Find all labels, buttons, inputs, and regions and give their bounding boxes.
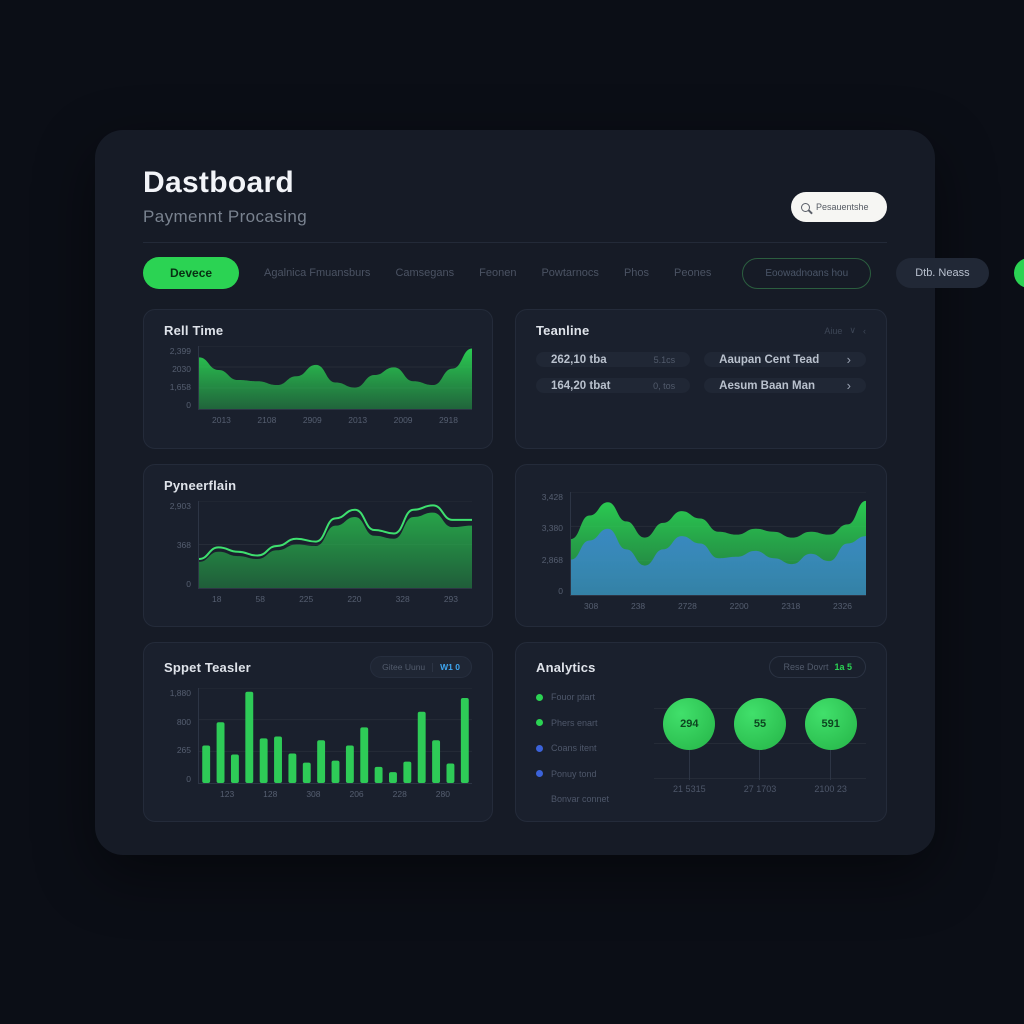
bubble-1-label: 21 5315 xyxy=(673,784,706,794)
analytics-title: Analytics xyxy=(536,659,596,675)
header-divider xyxy=(143,242,887,243)
panel-sppet-teasler: Sppet Teasler Gitee Uunu W1 0 1,880 800 26… xyxy=(143,642,493,822)
page-title: Dastboard xyxy=(143,166,295,199)
panel-teanline: Teanline Aiue ∨ ‹ 262,10 tba 5.1cs Aaupa… xyxy=(515,309,887,449)
pyneerflain-area-line-chart[interactable] xyxy=(198,501,472,589)
nav-active-pill[interactable]: Devece xyxy=(143,257,240,289)
legend-dot-green xyxy=(536,719,543,726)
bubble-3-label: 2100 23 xyxy=(814,784,847,794)
chevron-right-icon: › xyxy=(846,352,851,367)
pyneerflain-y-axis: 2,903 368 0 xyxy=(169,501,191,589)
sppet-y-axis: 1,880 800 265 0 xyxy=(169,688,191,784)
rell-time-x-axis: 2013 2108 2909 2013 2009 2918 xyxy=(212,415,458,425)
nav-outlined-pill[interactable]: Eoowadnoans hou xyxy=(742,257,872,289)
add-button[interactable]: ÷ xyxy=(1013,258,1024,288)
bubble-stem xyxy=(688,750,690,780)
bubble-col-1: 294 21 5315 xyxy=(663,688,716,810)
panel-rell-time: Rell Time 2,399 2030 1,658 0 2013 2108 2909 20… xyxy=(143,309,493,449)
legend-item-2[interactable]: Phers enart xyxy=(536,718,654,728)
teanline-card-1-value: 5.1cs xyxy=(653,354,676,365)
bubble-stem xyxy=(830,750,832,780)
legend-item-5[interactable]: Bonvar connet xyxy=(551,794,610,804)
teanline-meta-label: Aiue xyxy=(824,325,843,336)
legend-item-3[interactable]: Coans itent xyxy=(536,743,654,753)
analytics-filter-pill[interactable]: Rese Dovrt 1a 5 xyxy=(769,656,866,678)
nav-item-5[interactable]: Phos xyxy=(623,267,650,279)
nav-bar: Devece Agalnica Fmuansburs Camsegans Feo… xyxy=(143,257,1024,289)
sppet-toggle-left: Gitee Uunu xyxy=(382,662,426,672)
panel-grid: Rell Time 2,399 2030 1,658 0 2013 2108 2909 20… xyxy=(143,309,887,822)
teanline-card-3-label: 164,20 tbat xyxy=(551,379,611,392)
bubble-3[interactable]: 591 xyxy=(804,698,857,750)
rell-time-y-axis: 2,399 2030 1,658 0 xyxy=(169,346,191,410)
sppet-toggle-right: W1 0 xyxy=(440,662,460,672)
nav-item-4[interactable]: Powtarnocs xyxy=(541,267,599,279)
bubble-1[interactable]: 294 xyxy=(663,698,716,750)
dashboard-card: Dastboard Paymennt Procasing Pesauentshe… xyxy=(95,130,1024,855)
stacked-y-axis: 3,428 3,380 2,868 0 xyxy=(541,492,563,596)
panel-pyneerflain: Pyneerflain 2,903 368 0 18 58 225 220 328 293 xyxy=(143,464,493,627)
teanline-meta[interactable]: Aiue ∨ ‹ xyxy=(824,325,866,336)
page-subtitle: Paymennt Procasing xyxy=(143,207,308,226)
nav-item-6[interactable]: Peones xyxy=(674,267,712,279)
stacked-area-chart[interactable] xyxy=(570,492,866,596)
bubble-col-2: 55 27 1703 xyxy=(733,688,786,810)
sppet-bar-chart[interactable] xyxy=(198,688,472,784)
legend-dot-blue xyxy=(536,770,543,777)
teanline-card-1-label: 262,10 tba xyxy=(551,353,607,366)
sppet-x-axis: 123 128 308 206 228 280 xyxy=(220,789,450,799)
stacked-x-axis: 308 238 2728 2200 2318 2326 xyxy=(584,601,852,611)
pyneerflain-x-axis: 18 58 225 220 328 293 xyxy=(212,594,458,604)
search-placeholder: Pesauentshe xyxy=(816,202,869,212)
teanline-card-2[interactable]: Aaupan Cent Tead › xyxy=(704,352,866,367)
chevron-left-icon: ‹ xyxy=(863,325,866,336)
bubble-col-3: 591 2100 23 xyxy=(804,688,857,810)
pyneerflain-title: Pyneerflain xyxy=(164,478,237,493)
search-icon xyxy=(801,202,810,212)
panel-analytics: Analytics Rese Dovrt 1a 5 Fouor ptart Ph… xyxy=(515,642,887,822)
nav-item-3[interactable]: Feonen xyxy=(479,267,517,279)
nav-dark-pill[interactable]: Dtb. Neass xyxy=(896,258,989,288)
analytics-legend: Fouor ptart Phers enart Coans itent Ponu… xyxy=(536,688,654,810)
teanline-card-2-label: Aaupan Cent Tead xyxy=(719,353,820,366)
analytics-pill-accent: 1a 5 xyxy=(834,662,852,672)
analytics-bubble-chart: 294 21 5315 55 27 1703 591 2100 23 xyxy=(654,688,866,810)
sppet-toggle[interactable]: Gitee Uunu W1 0 xyxy=(370,656,472,678)
teanline-card-3-value: 0, tos xyxy=(653,380,676,391)
teanline-card-3[interactable]: 164,20 tbat 0, tos xyxy=(536,378,691,393)
analytics-pill-label: Rese Dovrt xyxy=(783,662,829,672)
legend-dot-green xyxy=(536,693,543,701)
legend-item-1[interactable]: Fouor ptart xyxy=(536,692,654,702)
bubble-2[interactable]: 55 xyxy=(733,698,786,750)
teanline-card-4[interactable]: Aesum Baan Man › xyxy=(704,378,866,393)
toggle-divider xyxy=(432,662,434,672)
nav-item-2[interactable]: Camsegans xyxy=(395,267,455,279)
nav-item-1[interactable]: Agalnica Fmuansburs xyxy=(264,267,371,279)
teanline-card-4-label: Aesum Baan Man xyxy=(719,379,815,392)
bubble-stem xyxy=(759,750,761,780)
search-input[interactable]: Pesauentshe xyxy=(791,192,887,222)
chevron-right-icon: › xyxy=(846,378,851,393)
teanline-card-1[interactable]: 262,10 tba 5.1cs xyxy=(536,352,691,367)
sppet-teasler-title: Sppet Teasler xyxy=(164,659,251,675)
teanline-title: Teanline xyxy=(536,323,590,338)
legend-dot-blue xyxy=(536,744,543,752)
bubble-2-label: 27 1703 xyxy=(743,784,777,794)
panel-stacked-area: 3,428 3,380 2,868 0 308 238 2728 2200 2318 2326 xyxy=(515,464,887,627)
chevron-down-icon: ∨ xyxy=(849,325,856,335)
rell-time-title: Rell Time xyxy=(164,323,224,338)
legend-item-4[interactable]: Ponuy tond xyxy=(536,769,654,779)
rell-time-area-chart[interactable] xyxy=(198,346,472,410)
